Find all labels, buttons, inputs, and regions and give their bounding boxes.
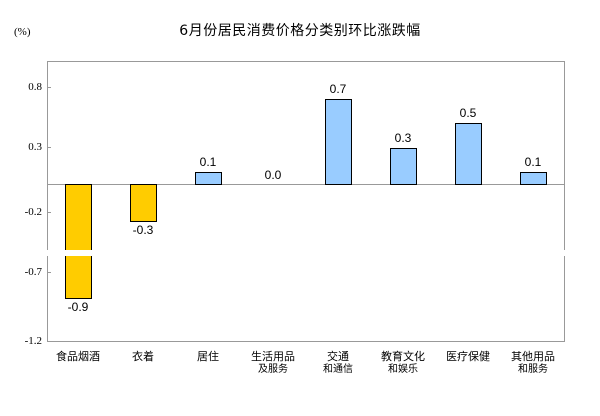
category-label: 交通 和通信 [303,350,373,376]
category-label: 居住 [173,350,243,363]
category-label-line1: 食品烟酒 [56,350,100,363]
category-label: 生活用品 及服务 [238,350,308,376]
y-tick [47,87,51,88]
value-label: -0.9 [67,300,89,314]
axis-break-right [561,250,569,256]
value-label: 0.3 [394,131,412,145]
value-label: 0.7 [329,82,347,96]
category-label-line1: 居住 [197,350,219,363]
y-tick [47,147,51,148]
category-label: 教育文化 和娱乐 [368,350,438,376]
category-label-line1: 其他用品 [511,350,555,363]
category-label: 食品烟酒 [43,350,113,363]
category-label-line2: 和娱乐 [388,364,418,375]
y-tick [47,212,51,213]
plot-frame-left [47,61,48,341]
category-label-line2: 和通信 [323,364,353,375]
axis-break-left [44,250,52,256]
y-tick [47,272,51,273]
bar-6 [454,123,482,185]
category-label: 其他用品 和服务 [498,350,568,376]
category-label-line2: 和服务 [518,364,548,375]
value-label: 0.1 [524,155,542,169]
plot-frame-right [564,61,565,341]
y-tick-label: -1.2 [24,335,42,347]
bar-4 [324,99,352,185]
category-label-line1: 衣着 [132,350,154,363]
category-label: 衣着 [108,350,178,363]
category-label-line1: 生活用品 [251,350,295,363]
category-label-line1: 医疗保健 [446,350,490,363]
category-label: 医疗保健 [433,350,503,363]
value-label: 0.0 [264,168,282,182]
plot-frame-top [47,61,564,62]
category-label-line2: 及服务 [258,364,288,375]
bar-7 [519,172,547,185]
y-tick-label: 0.3 [28,141,42,153]
bar-2 [194,172,222,185]
bar-1 [129,184,157,222]
y-tick-label: -0.2 [24,206,42,218]
chart-title: 6月份居民消费价格分类别环比涨跌幅 [179,23,421,39]
y-tick-label: 0.8 [28,81,42,93]
value-label: 0.5 [459,106,477,120]
value-label: -0.3 [132,223,154,237]
bar-5 [389,148,417,185]
category-label-line1: 教育文化 [381,350,425,363]
plot-frame-bottom [47,341,565,342]
y-axis-unit: (%) [14,26,31,38]
category-label-line1: 交通 [327,350,349,363]
axis-break-bar [63,250,93,256]
bar-0 [64,184,92,299]
value-label: 0.1 [199,155,217,169]
y-tick [47,341,51,342]
zero-line [47,184,564,185]
y-tick-label: -0.7 [24,266,42,278]
